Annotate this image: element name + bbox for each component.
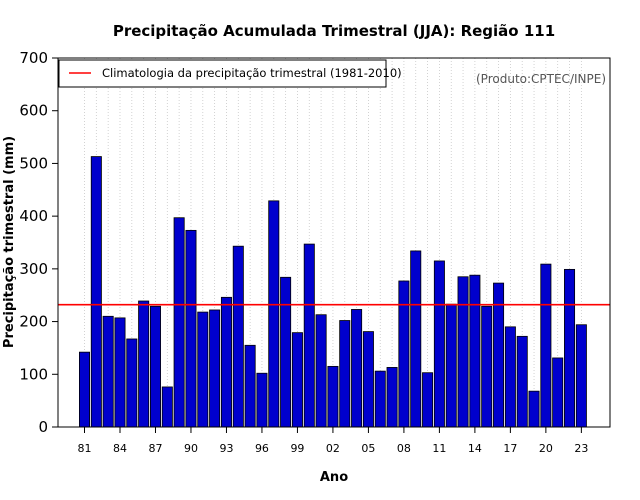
bar-21 — [552, 357, 564, 428]
x-tick-label: 05 — [361, 442, 375, 455]
bar-14 — [469, 274, 481, 428]
x-tick-label: 08 — [397, 442, 411, 455]
y-axis-label: Precipitação trimestral (mm) — [2, 136, 17, 348]
x-axis: 81 84 87 90 93 96 99 02 05 08 11 14 17 20 23 — [78, 427, 588, 455]
bar-04 — [351, 309, 363, 428]
bar-91 — [197, 311, 209, 428]
bar-92 — [209, 309, 221, 428]
bar-81 — [79, 351, 91, 428]
y-tick-label: 400 — [19, 207, 48, 225]
bar-18 — [516, 335, 528, 428]
bar-06 — [374, 370, 386, 428]
y-axis: 0 100 200 300 400 500 600 700 — [19, 49, 59, 436]
bar-17 — [504, 326, 516, 428]
bar-07 — [386, 367, 398, 428]
bar-13 — [457, 276, 469, 428]
legend-box — [58, 59, 387, 88]
x-tick-label: 20 — [539, 442, 553, 455]
legend-label: Climatologia da precipitação trimestral … — [102, 66, 402, 80]
bar-22 — [564, 268, 576, 428]
bar-03 — [339, 320, 351, 428]
y-tick-label: 500 — [19, 154, 48, 172]
y-tick-label: 0 — [38, 418, 48, 436]
product-credit: (Produto:CPTEC/INPE) — [476, 72, 606, 86]
bar-10 — [422, 372, 434, 428]
bar-12 — [445, 303, 457, 428]
x-tick-label: 87 — [148, 442, 162, 455]
x-tick-label: 17 — [503, 442, 517, 455]
bar-02 — [327, 365, 339, 428]
bar-89 — [173, 217, 185, 428]
bar-08 — [398, 280, 410, 428]
bar-87 — [149, 305, 161, 428]
bar-83 — [102, 315, 114, 428]
bar-05 — [362, 331, 374, 428]
x-tick-label: 14 — [468, 442, 482, 455]
x-tick-label: 96 — [255, 442, 269, 455]
bar-88 — [161, 386, 173, 428]
y-tick-label: 700 — [19, 49, 48, 67]
x-tick-label: 81 — [78, 442, 92, 455]
bar-93 — [220, 296, 232, 428]
legend: Climatologia da precipitação trimestral … — [58, 59, 402, 88]
bar-82 — [90, 156, 102, 428]
bars — [79, 156, 587, 428]
bar-09 — [410, 250, 422, 428]
bar-01 — [315, 314, 327, 428]
x-tick-label: 93 — [219, 442, 233, 455]
bar-00 — [303, 243, 315, 428]
chart-title: Precipitação Acumulada Trimestral (JJA):… — [113, 22, 555, 40]
y-tick-label: 200 — [19, 313, 48, 331]
x-tick-label: 90 — [184, 442, 198, 455]
bar-95 — [244, 344, 256, 428]
y-tick-label: 300 — [19, 260, 48, 278]
bar-98 — [280, 276, 292, 428]
y-tick-label: 100 — [19, 365, 48, 383]
bar-99 — [291, 332, 303, 428]
bar-15 — [481, 305, 493, 428]
y-tick-label: 600 — [19, 102, 48, 120]
x-axis-label: Ano — [320, 470, 348, 485]
bar-20 — [540, 263, 552, 428]
x-tick-label: 99 — [290, 442, 304, 455]
bar-85 — [126, 338, 138, 428]
x-tick-label: 23 — [574, 442, 588, 455]
x-tick-label: 11 — [432, 442, 446, 455]
bar-23 — [575, 324, 587, 428]
bar-84 — [114, 317, 126, 428]
bar-94 — [232, 245, 244, 428]
bar-11 — [433, 260, 445, 428]
bar-96 — [256, 372, 268, 428]
bar-86 — [138, 300, 150, 428]
bar-90 — [185, 229, 197, 428]
x-tick-label: 02 — [326, 442, 340, 455]
x-tick-label: 84 — [113, 442, 127, 455]
bar-19 — [528, 390, 540, 428]
bar-97 — [268, 200, 280, 428]
